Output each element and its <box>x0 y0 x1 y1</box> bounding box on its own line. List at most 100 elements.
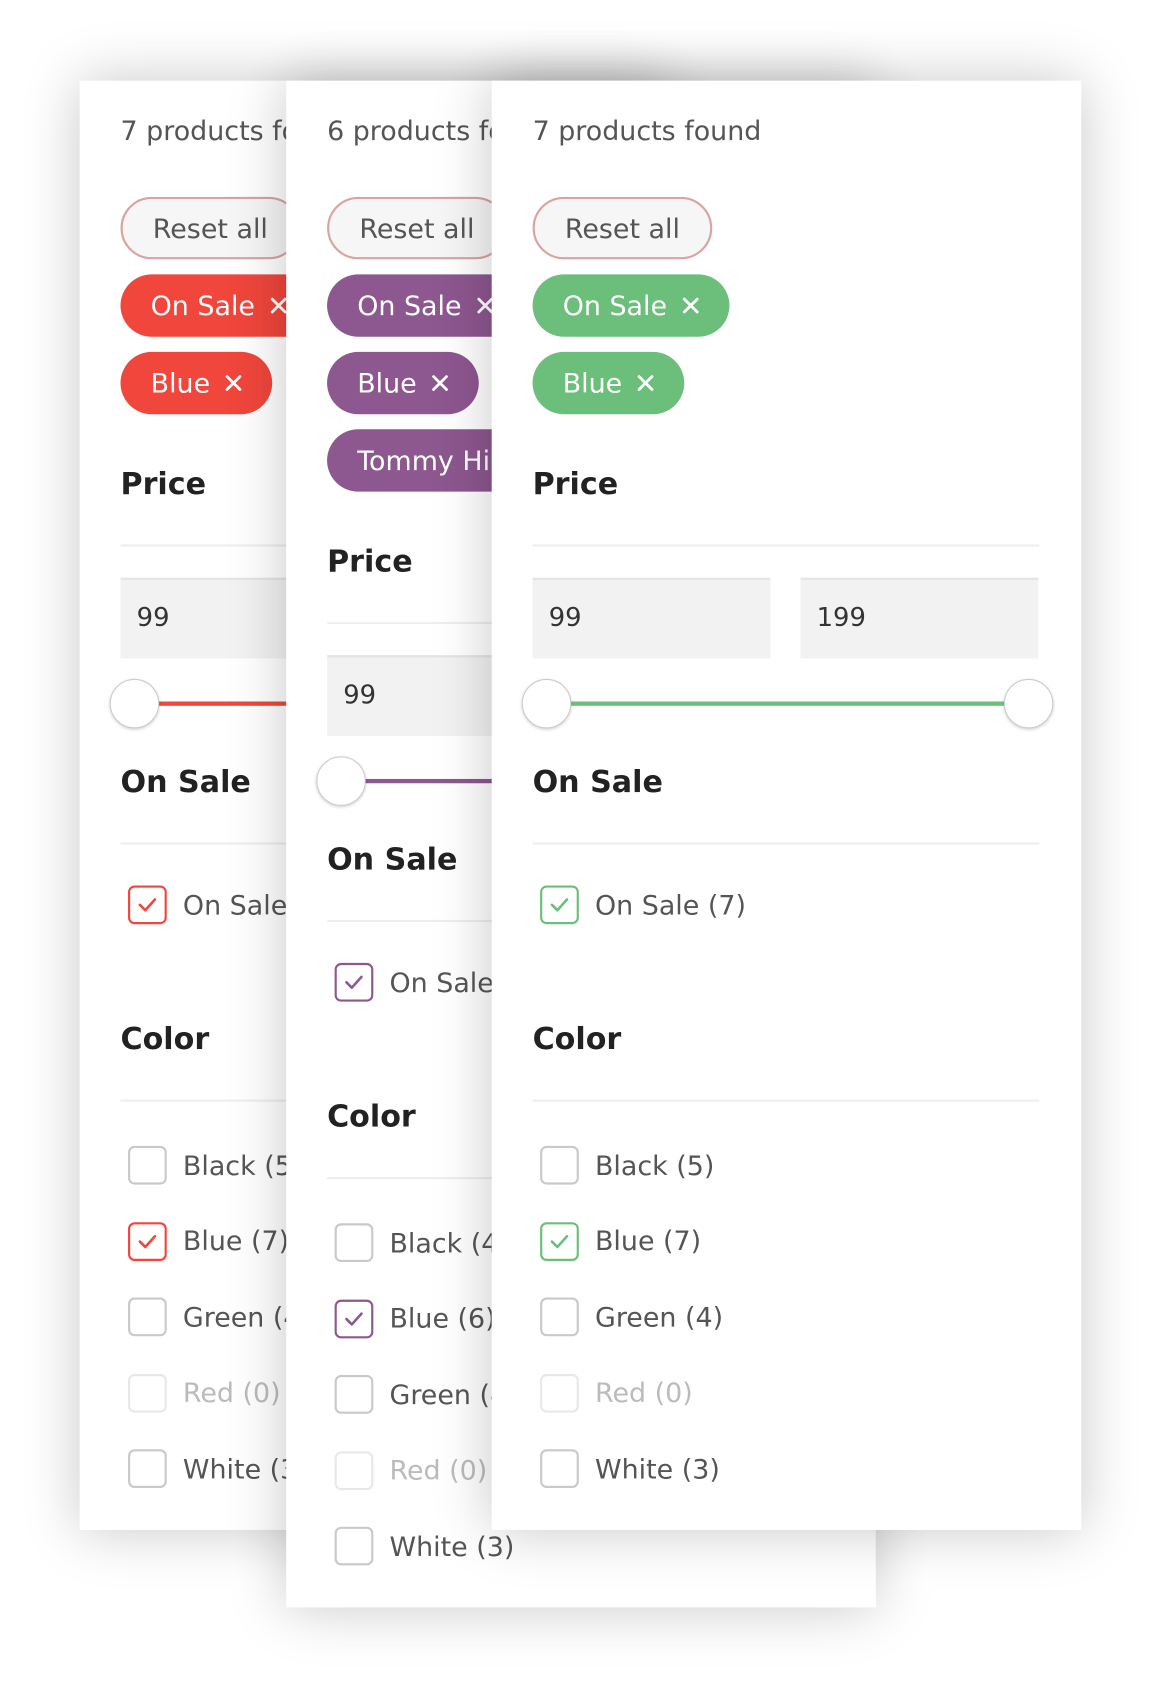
checkmark-path <box>345 975 363 989</box>
divider <box>532 1099 1040 1102</box>
checkmark <box>345 975 363 989</box>
active-filter-chip[interactable]: On Sale <box>532 274 730 337</box>
chip-row: Blue <box>327 337 835 415</box>
chip-remove-icon-path <box>638 375 654 391</box>
reset-button[interactable]: Reset all <box>120 196 301 260</box>
chip-row: On Sale <box>532 259 1041 337</box>
chip-remove-icon-path <box>682 297 699 314</box>
price-min-input[interactable]: 99 <box>532 577 771 659</box>
option-label: Red (0) <box>594 1377 693 1409</box>
chip-label: On Sale <box>150 289 255 322</box>
section-heading: Color <box>120 1021 210 1057</box>
option-label: Red (0) <box>182 1377 281 1409</box>
checkbox <box>334 1450 374 1490</box>
chip-label: Blue <box>150 367 211 399</box>
chip-remove-icon <box>432 375 449 391</box>
option-label: White (3) <box>594 1453 720 1485</box>
reset-button[interactable]: Reset all <box>327 196 507 260</box>
checkbox[interactable] <box>334 1375 374 1414</box>
checkmark-path <box>138 898 157 912</box>
option-label: Blue (7) <box>182 1225 290 1257</box>
filter-option[interactable]: Green (4) <box>533 1285 1041 1350</box>
filter-option[interactable]: White (3) <box>533 1436 1041 1501</box>
filter-option[interactable]: Blue (7) <box>121 1209 629 1274</box>
chip-label: On Sale <box>562 289 668 322</box>
checkmark <box>550 898 569 912</box>
checkmark <box>550 1234 569 1248</box>
checkbox[interactable] <box>540 1449 579 1488</box>
filter-option[interactable]: White (3) <box>327 1514 835 1579</box>
option-label: Blue (6) <box>389 1302 496 1335</box>
checkbox[interactable] <box>540 1145 579 1185</box>
chip-remove-icon-path <box>432 375 449 391</box>
filter-option[interactable]: Blue (6) <box>327 1286 835 1351</box>
section-heading: Color <box>327 1098 416 1134</box>
reset-button[interactable]: Reset all <box>532 196 713 260</box>
filter-option[interactable]: Black (5) <box>121 1133 629 1198</box>
checkbox[interactable] <box>334 1299 374 1338</box>
checkbox[interactable] <box>128 885 167 925</box>
filter-option: Red (0) <box>121 1360 629 1425</box>
checkbox[interactable] <box>128 1221 167 1261</box>
checkmark <box>138 1234 157 1248</box>
option-label: Blue (7) <box>594 1225 702 1257</box>
filter-option[interactable]: Black (5) <box>533 1133 1041 1198</box>
active-filter-chip[interactable]: Blue <box>327 351 480 415</box>
checkmark <box>345 1311 363 1326</box>
checkbox[interactable] <box>334 1223 374 1263</box>
section-heading: Price <box>532 465 619 502</box>
checkbox[interactable] <box>540 1221 579 1261</box>
filter-option[interactable]: On Sale (7) <box>533 873 1041 938</box>
divider <box>532 544 1040 547</box>
checkbox[interactable] <box>128 1449 167 1488</box>
chip-row: On Sale <box>327 259 835 337</box>
checkmark-path <box>550 898 569 912</box>
chip-remove-icon <box>270 297 287 314</box>
filter-option: Red (0) <box>533 1360 1041 1425</box>
option-label: Black (5) <box>594 1149 715 1181</box>
chip-label: On Sale <box>357 289 462 322</box>
section-heading: On Sale <box>532 763 663 800</box>
filter-option[interactable]: Blue (7) <box>533 1209 1041 1274</box>
slider-track <box>545 701 1028 706</box>
products-found: 7 products found <box>532 115 762 147</box>
chip-row: Blue <box>532 337 1041 415</box>
chip-label: Blue <box>357 367 417 399</box>
slider-handle[interactable] <box>521 678 572 729</box>
checkbox[interactable] <box>334 962 374 1002</box>
slider-handle[interactable] <box>1003 678 1054 729</box>
option-label: Black (5) <box>182 1149 303 1181</box>
section-heading: Price <box>120 465 207 502</box>
option-label: Red (0) <box>389 1454 488 1486</box>
chip-row: Blue <box>120 337 629 415</box>
chip-remove-icon <box>638 375 654 391</box>
price-max-input[interactable]: 199 <box>800 577 1039 659</box>
active-filter-chip[interactable]: Blue <box>120 351 273 415</box>
option-label: Green (4) <box>594 1301 724 1333</box>
filter-option[interactable]: Black (4) <box>327 1210 835 1275</box>
reset-row: Reset all <box>532 182 1041 260</box>
active-filter-chip[interactable]: On Sale <box>120 274 318 337</box>
checkbox[interactable] <box>334 1526 374 1566</box>
checkmark-path <box>138 1234 157 1248</box>
price-slider <box>521 678 1054 729</box>
checkbox[interactable] <box>540 885 579 925</box>
slider-handle[interactable] <box>316 756 366 806</box>
filter-panel: 7 products found Reset all On Sale Blue Pric… <box>491 80 1082 1530</box>
checkbox[interactable] <box>128 1145 167 1185</box>
section-heading: On Sale <box>327 841 458 877</box>
checkbox[interactable] <box>128 1297 167 1337</box>
section-heading: Price <box>327 543 413 579</box>
option-label: On Sale (7) <box>594 889 746 921</box>
checkbox <box>128 1373 167 1413</box>
slider-handle[interactable] <box>109 678 160 729</box>
chip-remove-icon-path <box>477 297 494 314</box>
active-filter-chip[interactable]: Blue <box>532 351 685 415</box>
active-filter-chip[interactable]: On Sale <box>327 274 524 337</box>
section-heading: On Sale <box>120 763 251 800</box>
chip-remove-icon <box>225 375 242 391</box>
filter-option: Red (0) <box>327 1438 835 1503</box>
checkbox[interactable] <box>540 1297 579 1337</box>
